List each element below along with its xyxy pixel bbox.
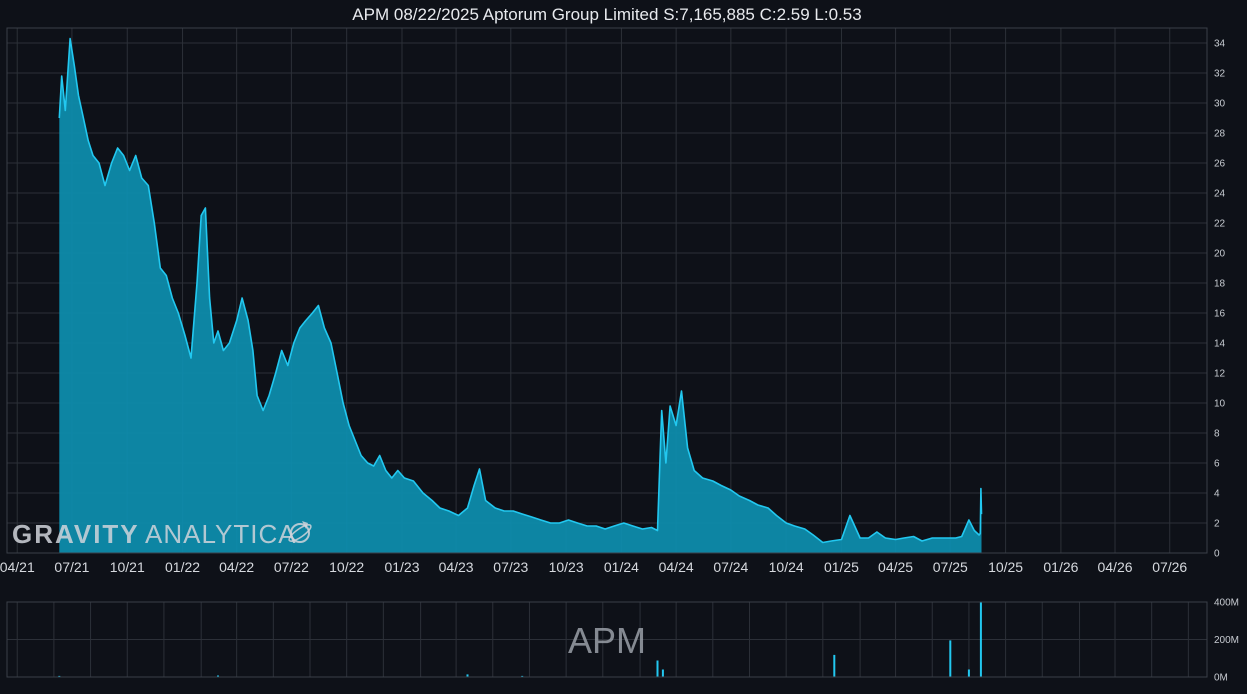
volume-bar [521,675,524,677]
volume-bar [949,640,952,677]
volume-y-tick-label: 200M [1214,635,1239,646]
volume-y-tick-label: 400M [1214,598,1239,609]
watermark-word-bold: GRAVITY [12,519,140,549]
price-y-tick-label: 34 [1214,39,1226,50]
price-y-tick-label: 22 [1214,219,1226,230]
price-y-tick-label: 20 [1214,249,1226,260]
price-y-tick-label: 18 [1214,279,1226,290]
date-x-tick-label: 07/23 [493,559,528,575]
price-y-tick-label: 12 [1214,369,1226,380]
price-plot-frame [6,27,1208,554]
price-y-tick-label: 32 [1214,69,1226,80]
price-area-fill [59,38,982,553]
price-y-tick-label: 26 [1214,159,1226,170]
date-x-tick-label: 04/26 [1097,559,1132,575]
date-x-tick-label: 04/22 [219,559,254,575]
price-y-tick-label: 30 [1214,99,1226,110]
volume-bar [466,674,469,677]
price-y-tick-label: 16 [1214,309,1226,320]
date-x-tick-label: 07/21 [54,559,89,575]
volume-bar [661,669,664,677]
date-x-tick-label: 10/22 [329,559,364,575]
date-x-tick-label: 10/23 [549,559,584,575]
volume-bar [656,660,659,677]
price-y-tick-label: 24 [1214,189,1226,200]
date-x-tick-label: 10/21 [110,559,145,575]
price-y-tick-label: 10 [1214,399,1226,410]
price-area-series [58,37,983,553]
volume-y-axis: 0M 200M 400M [1214,598,1239,684]
volume-bars [58,602,982,677]
rocket-planet-icon [288,521,312,543]
chart-title: APM 08/22/2025 Aptorum Group Limited S:7… [352,5,861,24]
price-y-tick-label: 2 [1214,519,1220,530]
date-x-tick-label: 07/24 [713,559,748,575]
volume-bar [58,675,61,677]
volume-bar [217,675,219,677]
date-x-tick-label: 07/25 [933,559,968,575]
date-x-tick-label: 04/23 [439,559,474,575]
date-x-tick-label: 01/26 [1043,559,1078,575]
price-y-tick-label: 0 [1214,549,1220,560]
date-x-tick-label: 07/22 [274,559,309,575]
price-y-tick-label: 28 [1214,129,1226,140]
volume-y-tick-label: 0M [1214,673,1228,684]
date-x-tick-label: 01/24 [604,559,639,575]
gravity-analytica-watermark: GRAVITY ANALYTICA [12,519,312,549]
volume-bar [967,669,970,677]
date-x-tick-label: 04/25 [878,559,913,575]
price-y-tick-label: 6 [1214,459,1220,470]
date-x-tick-label: 04/21 [0,559,35,575]
date-x-axis: 04/21 07/21 10/21 01/22 04/22 07/22 10/22 01/23… [0,559,1187,575]
volume-bar [979,602,982,677]
volume-bar [833,654,836,677]
price-line [58,37,983,544]
price-y-tick-label: 14 [1214,339,1226,350]
date-x-tick-label: 10/24 [769,559,804,575]
date-x-tick-label: 04/24 [659,559,694,575]
date-x-tick-label: 01/23 [384,559,419,575]
volume-symbol-label: APM [568,620,646,661]
watermark-word-light: ANALYTICA [145,519,297,549]
price-y-tick-label: 4 [1214,489,1220,500]
date-x-tick-label: 01/25 [824,559,859,575]
price-y-tick-label: 8 [1214,429,1220,440]
date-x-tick-label: 07/26 [1152,559,1187,575]
volume-plot-frame [6,601,1208,678]
date-x-tick-label: 01/22 [165,559,200,575]
date-x-tick-label: 10/25 [988,559,1023,575]
